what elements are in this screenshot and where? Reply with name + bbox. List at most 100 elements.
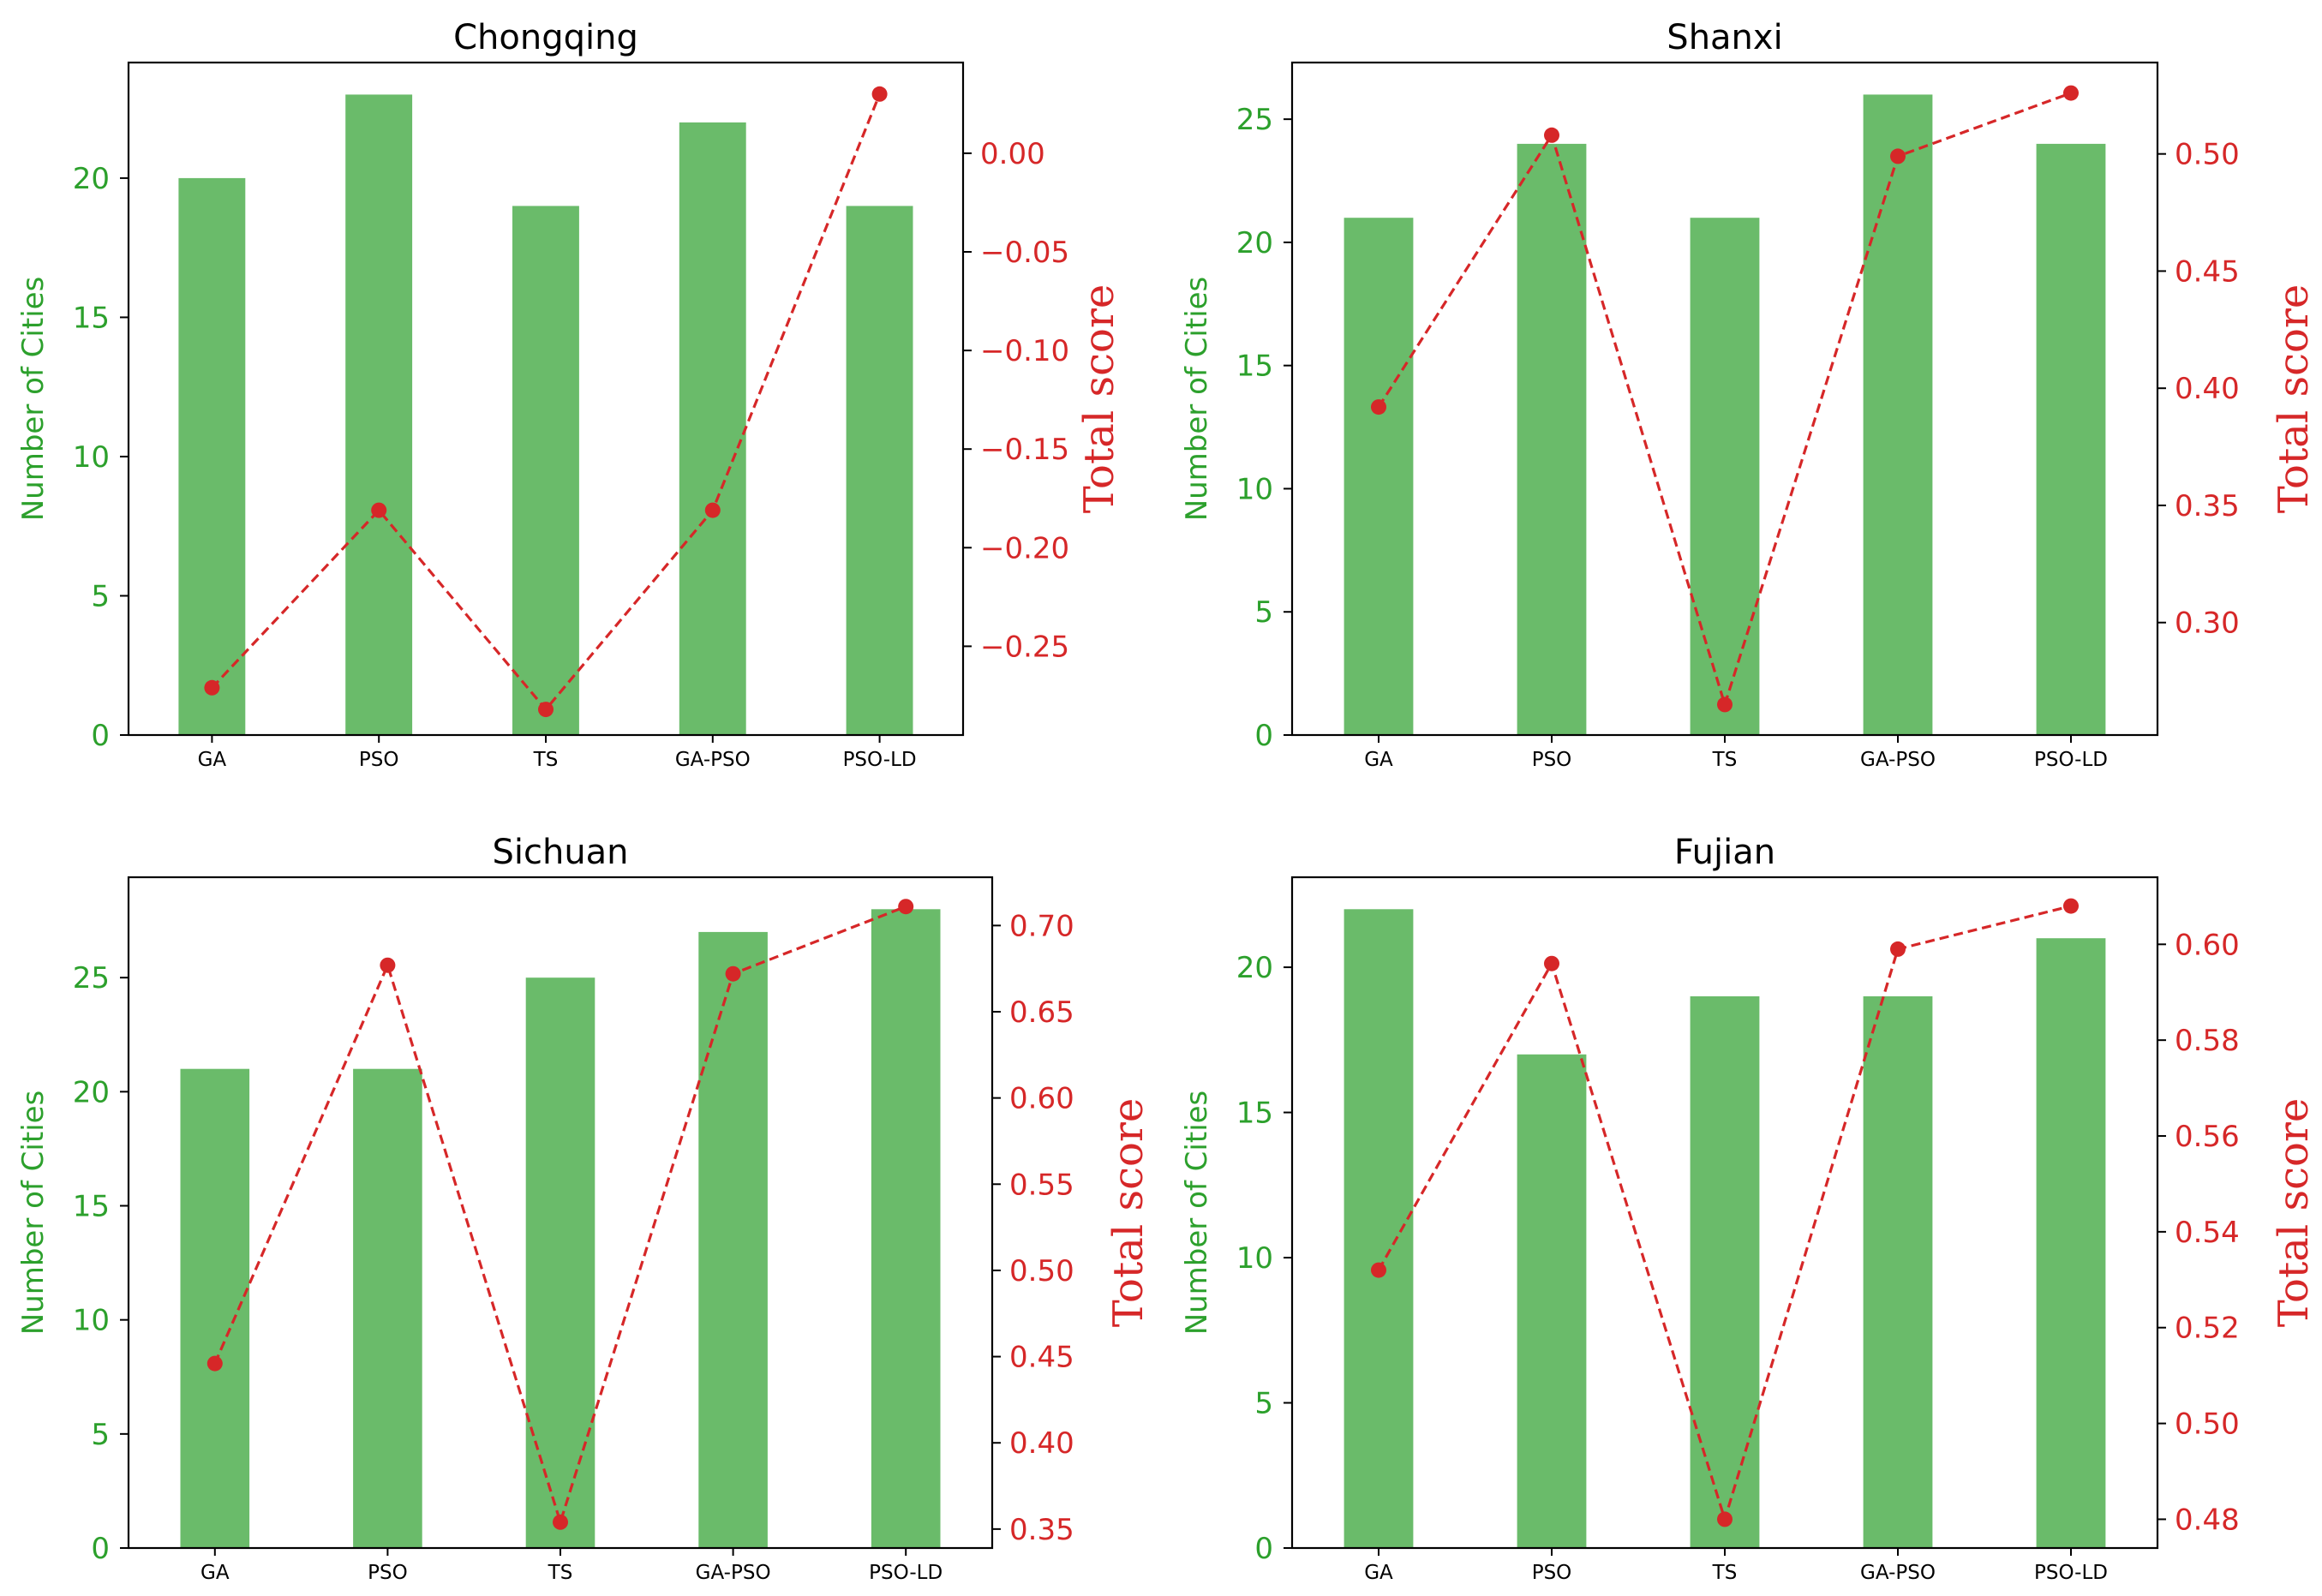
bar <box>1344 218 1414 735</box>
score-point <box>1544 127 1559 143</box>
score-point <box>204 679 220 696</box>
left-y-tick-label: 10 <box>1236 472 1273 506</box>
left-axis-label: Number of Cities <box>1180 277 1214 522</box>
right-y-tick-label: 0.70 <box>1009 909 1074 943</box>
score-point <box>871 86 888 102</box>
chart-panel: GA PSO TS GA-PSO PSO-LD 0 5 10 15 20 0.48 0.50 0.52 0… <box>1180 833 2318 1584</box>
left-axis-label: Number of Cities <box>1180 1091 1214 1336</box>
chart-title: Sichuan <box>492 833 628 872</box>
bar <box>178 177 246 735</box>
right-y-tick-label: 0.50 <box>2175 138 2240 172</box>
score-line <box>213 905 907 1527</box>
chart-title: Fujian <box>1674 833 1775 872</box>
bar <box>846 206 913 735</box>
left-y-tick-label: 0 <box>1254 1532 1273 1566</box>
right-y-tick-label: 0.60 <box>2175 928 2240 962</box>
right-axis-label: Total score <box>1104 1098 1152 1327</box>
x-tick-label: GA <box>200 1562 230 1584</box>
chart-panel: GA PSO TS GA-PSO PSO-LD 0 5 10 15 20 25 0.35 0.40 0.4… <box>16 833 1152 1584</box>
right-y-tick-label: 0.50 <box>2175 1408 2240 1442</box>
left-y-tick-label: 10 <box>1236 1241 1273 1276</box>
left-y-tick-label: 5 <box>91 1418 110 1452</box>
right-y-tick-label: 0.56 <box>2175 1120 2240 1154</box>
bar <box>1863 996 1933 1548</box>
x-tick-label: PSO-LD <box>843 749 917 771</box>
score-point <box>1717 696 1733 713</box>
chart-panel: GA PSO TS GA-PSO PSO-LD 0 5 10 15 20 25 0.30 0.35 0.4… <box>1180 18 2318 771</box>
left-y-tick-label: 5 <box>1254 1387 1273 1421</box>
score-point <box>538 702 554 718</box>
left-y-tick-label: 0 <box>91 719 110 753</box>
x-tick-label: TS <box>1712 749 1738 771</box>
score-point <box>1371 399 1386 415</box>
left-y-tick-label: 15 <box>73 301 110 335</box>
score-point <box>1717 1511 1733 1527</box>
score-point <box>1890 941 1906 957</box>
left-y-tick-label: 0 <box>1254 719 1273 753</box>
score-point <box>1544 955 1559 971</box>
score-point <box>725 965 741 982</box>
chart-panel: GA PSO TS GA-PSO PSO-LD 0 5 10 15 20 −0.25 −0.20 −0.… <box>16 18 1123 771</box>
x-tick-label: TS <box>533 749 559 771</box>
score-point <box>1371 1262 1386 1278</box>
right-y-tick-label: 0.52 <box>2175 1312 2240 1346</box>
left-y-tick-label: 20 <box>73 162 110 196</box>
right-y-tick-label: 0.45 <box>1009 1341 1074 1375</box>
x-tick-label: PSO-LD <box>2034 749 2108 771</box>
right-y-tick-label: 0.35 <box>1009 1513 1074 1547</box>
right-y-tick-label: 0.40 <box>1009 1426 1074 1461</box>
left-y-tick-label: 20 <box>1236 951 1273 985</box>
right-axis-label: Total score <box>2270 284 2318 513</box>
left-y-tick-label: 10 <box>73 1304 110 1338</box>
x-tick-label: PSO-LD <box>2034 1562 2108 1584</box>
score-point <box>206 1355 223 1372</box>
bar <box>1863 94 1933 735</box>
right-y-tick-label: 0.54 <box>2175 1216 2240 1250</box>
bar <box>353 1068 422 1548</box>
right-y-tick-label: 0.30 <box>2175 607 2240 641</box>
right-y-tick-label: 0.55 <box>1009 1168 1074 1202</box>
x-tick-label: GA-PSO <box>1860 1562 1936 1584</box>
right-y-tick-label: −0.20 <box>980 531 1069 565</box>
left-y-tick-label: 15 <box>1236 350 1273 384</box>
x-tick-label: TS <box>548 1562 573 1584</box>
bar <box>698 931 768 1548</box>
bar <box>1517 143 1587 735</box>
right-y-tick-label: 0.40 <box>2175 372 2240 406</box>
bar <box>2036 143 2106 735</box>
left-y-tick-label: 5 <box>1254 595 1273 630</box>
x-tick-label: GA-PSO <box>696 1562 771 1584</box>
bar <box>345 94 413 735</box>
right-y-tick-label: −0.15 <box>980 433 1069 467</box>
bar <box>2036 938 2106 1548</box>
left-y-tick-label: 15 <box>1236 1097 1273 1131</box>
score-point <box>380 957 396 973</box>
right-axis-label: Total score <box>2270 1098 2318 1327</box>
bar <box>1690 996 1760 1548</box>
left-y-tick-label: 25 <box>1236 103 1273 137</box>
right-y-tick-label: 0.58 <box>2175 1024 2240 1058</box>
right-y-tick-label: 0.60 <box>1009 1082 1074 1116</box>
x-tick-label: GA <box>198 749 227 771</box>
chart-title: Shanxi <box>1667 18 1782 57</box>
bar <box>525 977 595 1548</box>
bar <box>871 909 941 1548</box>
x-tick-label: PSO <box>368 1562 408 1584</box>
right-y-tick-label: 0.50 <box>1009 1254 1074 1288</box>
bar <box>512 206 579 735</box>
left-y-tick-label: 10 <box>73 440 110 475</box>
bar <box>679 122 746 735</box>
right-y-tick-label: 0.65 <box>1009 995 1074 1030</box>
score-point <box>371 502 387 518</box>
right-y-tick-label: −0.25 <box>980 630 1069 664</box>
score-point <box>898 899 914 915</box>
right-y-tick-label: 0.48 <box>2175 1503 2240 1537</box>
right-axis-label: Total score <box>1075 284 1123 513</box>
score-point <box>2063 898 2079 914</box>
x-tick-label: GA-PSO <box>675 749 751 771</box>
right-y-tick-label: −0.10 <box>980 334 1069 368</box>
right-y-tick-label: 0.35 <box>2175 489 2240 523</box>
left-y-tick-label: 15 <box>73 1190 110 1224</box>
score-point <box>1890 148 1906 164</box>
